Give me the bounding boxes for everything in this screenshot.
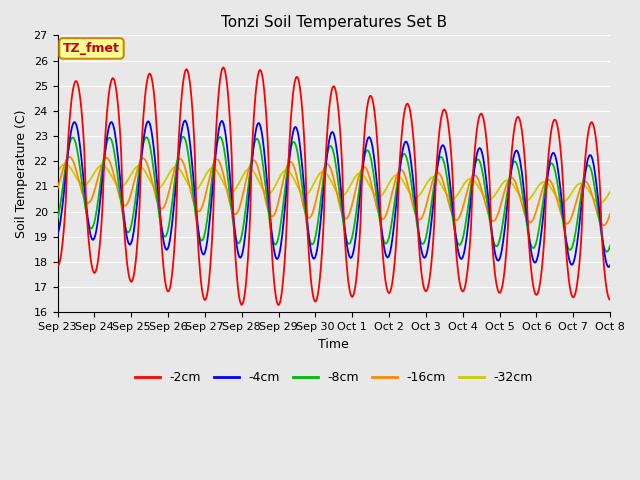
-8cm xyxy=(606,243,614,249)
-32cm xyxy=(176,166,184,172)
-2cm xyxy=(199,290,207,296)
-16cm xyxy=(200,200,207,206)
-8cm xyxy=(200,236,207,241)
-32cm xyxy=(61,161,69,167)
-32cm xyxy=(435,177,442,183)
Line: -4cm: -4cm xyxy=(58,120,610,267)
-16cm xyxy=(600,222,608,228)
-32cm xyxy=(556,198,564,204)
-8cm xyxy=(326,143,334,149)
-2cm xyxy=(557,151,564,157)
-8cm xyxy=(603,249,611,255)
Legend: -2cm, -4cm, -8cm, -16cm, -32cm: -2cm, -4cm, -8cm, -16cm, -32cm xyxy=(130,366,538,389)
-2cm xyxy=(327,93,335,98)
-2cm xyxy=(175,136,182,142)
-4cm xyxy=(54,231,61,237)
-32cm xyxy=(200,177,207,182)
-2cm xyxy=(435,132,443,138)
-16cm xyxy=(66,154,74,160)
Y-axis label: Soil Temperature (C): Soil Temperature (C) xyxy=(15,109,28,238)
-32cm xyxy=(54,168,61,174)
-4cm xyxy=(200,252,207,257)
-32cm xyxy=(595,200,603,206)
-32cm xyxy=(326,176,334,182)
-2cm xyxy=(54,263,61,269)
-2cm xyxy=(275,302,282,308)
-8cm xyxy=(556,199,564,205)
-32cm xyxy=(606,189,614,195)
-16cm xyxy=(326,164,334,170)
-2cm xyxy=(381,270,388,276)
Line: -16cm: -16cm xyxy=(58,157,610,225)
-16cm xyxy=(435,170,442,176)
-16cm xyxy=(176,156,184,162)
-4cm xyxy=(606,263,614,268)
-4cm xyxy=(605,264,612,270)
-4cm xyxy=(556,184,564,190)
Line: -2cm: -2cm xyxy=(58,67,610,305)
Line: -32cm: -32cm xyxy=(58,164,610,203)
-8cm xyxy=(380,238,387,243)
Text: TZ_fmet: TZ_fmet xyxy=(63,42,120,55)
-4cm xyxy=(435,159,442,165)
-4cm xyxy=(181,118,189,123)
-4cm xyxy=(175,151,182,157)
-4cm xyxy=(380,242,387,248)
-8cm xyxy=(54,216,61,222)
-16cm xyxy=(606,211,614,216)
-16cm xyxy=(380,216,387,222)
-2cm xyxy=(220,64,227,70)
-8cm xyxy=(175,148,182,154)
-4cm xyxy=(326,134,334,140)
-16cm xyxy=(54,186,61,192)
-16cm xyxy=(556,208,564,214)
Line: -8cm: -8cm xyxy=(58,137,610,252)
Title: Tonzi Soil Temperatures Set B: Tonzi Soil Temperatures Set B xyxy=(221,15,447,30)
-2cm xyxy=(606,297,614,303)
-8cm xyxy=(180,134,188,140)
-32cm xyxy=(380,190,387,196)
-8cm xyxy=(435,159,442,165)
X-axis label: Time: Time xyxy=(319,337,349,351)
